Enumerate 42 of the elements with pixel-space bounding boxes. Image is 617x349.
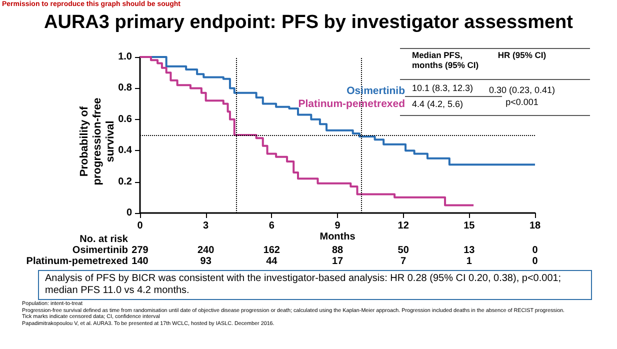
annotation: Median PFS, months (95% CI) bbox=[412, 50, 479, 71]
x-tick-label: 0 bbox=[137, 220, 144, 232]
annotation: 4.4 (4.2, 5.6) bbox=[412, 99, 464, 110]
text: Analysis of PFS by BICR was consistent with the investigator-based analysis: HR 0.28 (95% CI 0.20, 0.38), p<0.001; median PFS 11.0 vs 4.2 months. bbox=[38, 270, 592, 300]
annotation: 10.1 (8.3, 12.3) bbox=[412, 83, 474, 94]
x-tick-label: 3 bbox=[203, 220, 210, 232]
text: 50 bbox=[398, 245, 409, 256]
x-tick-label: 15 bbox=[464, 220, 476, 232]
x-tick-label: 9 bbox=[334, 220, 341, 232]
text: 0 bbox=[532, 245, 538, 256]
x-tick-label: 12 bbox=[398, 220, 410, 232]
text: 93 bbox=[200, 256, 212, 268]
text: 17 bbox=[332, 256, 344, 268]
text: Platinum-pemetrexed bbox=[26, 256, 128, 268]
x-tick-label: 6 bbox=[268, 220, 275, 232]
text: No. at risk bbox=[80, 234, 128, 246]
text: 162 bbox=[263, 245, 280, 256]
x-tick-label: 18 bbox=[529, 220, 541, 232]
text: Osimertinib bbox=[72, 245, 128, 256]
text: 140 bbox=[132, 256, 148, 268]
text: 279 bbox=[132, 245, 148, 256]
text: 88 bbox=[332, 245, 344, 256]
y-tick-label: 0.8 bbox=[118, 82, 132, 94]
text: Platinum-pemetrexed bbox=[298, 98, 405, 110]
annotation: p<0.001 bbox=[506, 97, 538, 108]
chart-title: AURA3 primary endpoint: PFS by investigator assessment bbox=[44, 12, 574, 33]
x-axis-title: Months bbox=[320, 231, 356, 242]
text: 44 bbox=[266, 256, 278, 268]
text: 13 bbox=[464, 245, 475, 256]
y-tick-label: 1.0 bbox=[118, 52, 132, 62]
y-tick-label: 0.4 bbox=[118, 145, 132, 156]
y-tick-label: 0.6 bbox=[118, 114, 132, 125]
y-axis-title: Probability of progression-free survival bbox=[78, 96, 118, 188]
text: 0 bbox=[532, 256, 538, 268]
y-tick-label: 0 bbox=[126, 208, 132, 218]
text: 240 bbox=[197, 245, 214, 256]
text: Osimertinib bbox=[346, 85, 405, 98]
annotation: HR (95% CI) bbox=[498, 50, 546, 61]
annotation: 0.30 (0.23, 0.41) bbox=[488, 85, 556, 96]
text: 7 bbox=[400, 256, 406, 268]
text: 1 bbox=[466, 256, 472, 268]
y-tick-label: 0.2 bbox=[118, 176, 132, 188]
